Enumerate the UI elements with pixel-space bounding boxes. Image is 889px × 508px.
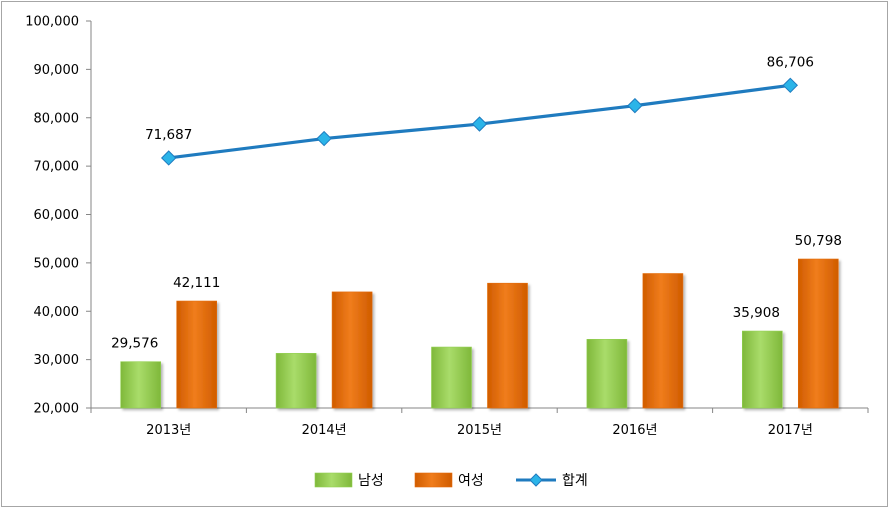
bar-여성 [331,291,373,409]
data-label: 29,576 [111,336,158,352]
data-label: 42,111 [173,275,220,291]
data-label: 71,687 [145,127,192,143]
y-tick-label: 60,000 [34,208,80,223]
bar-여성 [487,282,528,409]
data-label: 86,706 [767,54,814,70]
total-line [160,77,799,166]
x-tick-label: 2015년 [457,423,502,438]
bar-남성 [586,339,628,409]
y-tick-label: 50,000 [34,256,80,271]
x-tick-label: 2014년 [302,423,347,438]
bars [120,258,839,409]
point-합계 [627,97,643,114]
bar-남성 [275,353,317,409]
bar-여성 [797,258,839,409]
data-labels: 29,576 42,111 71,687 35,908 50,798 86,706 [111,54,842,351]
data-label: 35,908 [733,305,780,321]
bar-여성 [642,273,684,409]
legend-marker [529,473,543,487]
bar-남성 [120,361,161,409]
legend-swatch-남성 [314,472,353,488]
x-tick-label: 2016년 [612,423,657,438]
bar-남성 [741,330,783,409]
y-tick-label: 30,000 [34,353,80,368]
legend: 남성 여성 합계 [314,472,588,489]
x-tick-label: 2013년 [146,423,191,438]
y-tick-label: 90,000 [34,63,80,78]
axes: 20,000 30,000 40,000 50,000 60,000 70,000 80,0… [25,15,869,438]
legend-label: 남성 [358,473,384,489]
x-tick-label: 2017년 [768,423,813,438]
point-합계 [782,77,799,94]
bar-여성 [176,300,217,409]
y-tick-label: 70,000 [34,160,80,175]
legend-label: 여성 [458,473,484,489]
bar-남성 [431,346,472,409]
legend-swatch-여성 [414,472,453,488]
point-합계 [471,116,488,132]
data-label: 50,798 [795,233,842,249]
y-tick-label: 100,000 [25,15,79,30]
y-tick-label: 80,000 [34,111,80,126]
point-합계 [160,150,177,166]
point-합계 [316,130,332,147]
y-tick-label: 40,000 [34,305,80,320]
y-tick-label: 20,000 [34,402,80,417]
legend-label: 합계 [562,473,588,489]
